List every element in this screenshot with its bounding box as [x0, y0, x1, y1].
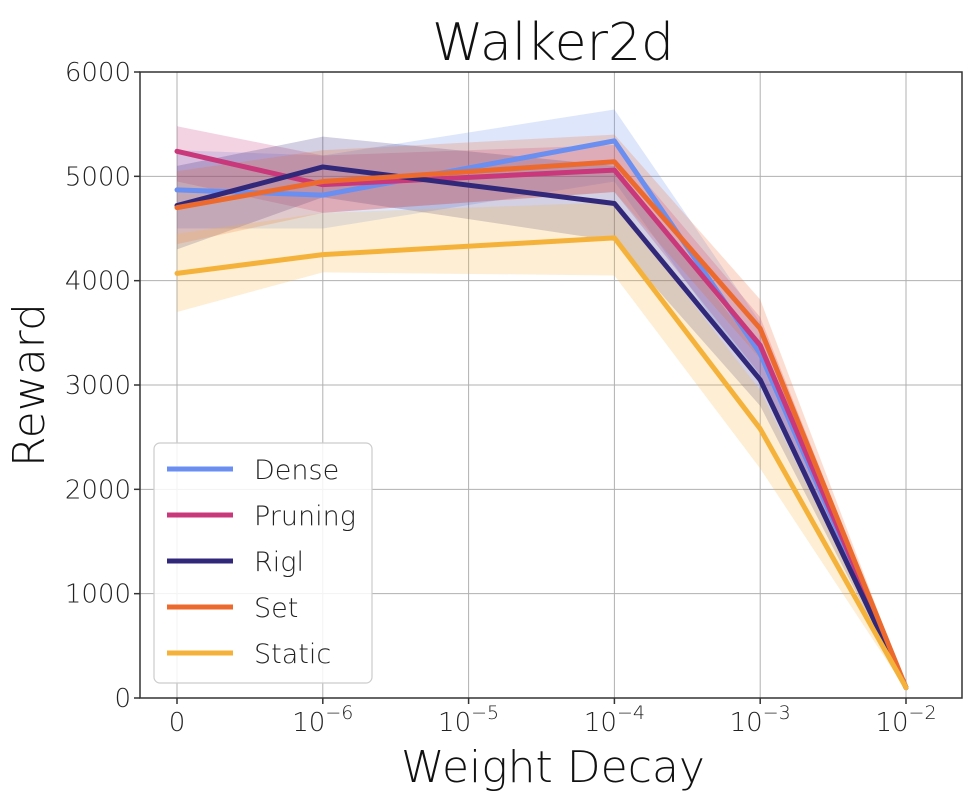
- y-tick-label: 3000: [65, 371, 131, 401]
- y-tick-label: 2000: [65, 475, 131, 505]
- y-tick-label: 4000: [65, 267, 131, 297]
- series-line-static: [174, 235, 909, 691]
- band-pruning: [177, 126, 906, 690]
- x-tick-label: 10−4: [584, 702, 645, 738]
- band-set: [177, 134, 906, 690]
- x-tick-label: 10−2: [875, 702, 936, 738]
- legend-label-dense: Dense: [254, 455, 339, 486]
- legend-label-rigl: Rigl: [254, 547, 304, 578]
- series-line-rigl: [174, 164, 909, 691]
- series-line-pruning: [174, 148, 909, 691]
- x-tick-label: 0: [169, 708, 186, 738]
- band-static: [177, 202, 906, 690]
- legend-box: [153, 442, 373, 684]
- series-line-set: [174, 159, 909, 691]
- x-tick-label: 10−5: [438, 702, 499, 738]
- x-axis-label: Weight Decay: [401, 742, 705, 793]
- y-tick-label: 6000: [65, 58, 131, 88]
- legend-label-pruning: Pruning: [254, 501, 356, 532]
- legend-label-set: Set: [254, 593, 298, 624]
- y-tick-label: 1000: [65, 580, 131, 610]
- y-axis-ticks: 0 1000 2000 3000 4000 5000 6000: [65, 58, 140, 714]
- y-axis-label: Reward: [4, 303, 55, 467]
- legend: Dense Pruning Rigl Set Static: [153, 442, 373, 684]
- y-tick-label: 5000: [65, 162, 131, 192]
- series-lines: [174, 138, 909, 691]
- x-axis-ticks: 0 10−6 10−5 10−4 10−3 10−2: [169, 698, 937, 738]
- chart-title: Walker2d: [432, 13, 674, 73]
- legend-items: Dense Pruning Rigl Set Static: [167, 455, 356, 670]
- x-tick-label: 10−3: [730, 702, 791, 738]
- x-tick-label: 10−6: [292, 702, 353, 738]
- legend-label-static: Static: [254, 639, 331, 670]
- y-tick-label: 0: [114, 684, 131, 714]
